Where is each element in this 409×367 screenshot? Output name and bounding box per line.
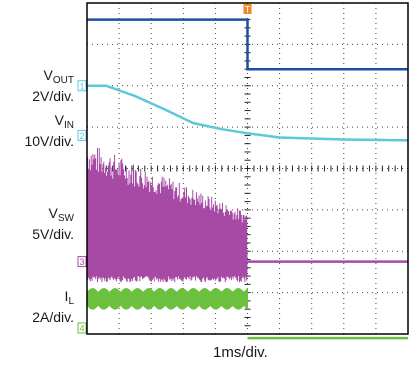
il-symbol: I [64,288,69,304]
vout-symbol: V [43,67,53,83]
marker-vsw-label: 3 [79,257,84,267]
trace-vout [87,84,409,142]
marker-vin-label: 2 [79,131,84,141]
marker-vout [77,80,87,92]
marker-vsw [77,256,87,268]
vin-subscript: IN [64,120,74,131]
traces [86,18,409,340]
vout-scale: 2V/div. [32,88,74,104]
il-scale: 2A/div. [32,309,74,325]
vout-subscript: OUT [52,75,74,86]
label-vin: VIN 10V/div. [24,113,74,148]
marker-il-label: 4 [79,324,84,334]
plot-frame [86,2,409,335]
trace-vsw-envelope [87,251,248,277]
vsw-subscript: SW [57,213,74,224]
marker-vin [77,129,87,141]
x-axis-label: 1ms/div. [213,344,268,361]
channel-markers: 1 2 3 4 T [77,4,252,334]
trigger-marker [243,4,252,14]
label-il: IL 2A/div. [32,289,74,324]
vin-symbol: V [54,112,64,128]
il-subscript: L [68,296,74,307]
label-vout: VOUT 2V/div. [32,68,74,103]
marker-vout-label: 1 [79,81,84,91]
trigger-marker-label: T [245,5,251,15]
marker-il [77,322,87,334]
trace-top-channel [87,18,408,71]
trace-il-ripple [86,287,248,310]
vsw-symbol: V [48,205,58,221]
vsw-scale: 5V/div. [32,226,74,242]
vin-scale: 10V/div. [24,133,74,149]
label-vsw: VSW 5V/div. [32,206,74,241]
